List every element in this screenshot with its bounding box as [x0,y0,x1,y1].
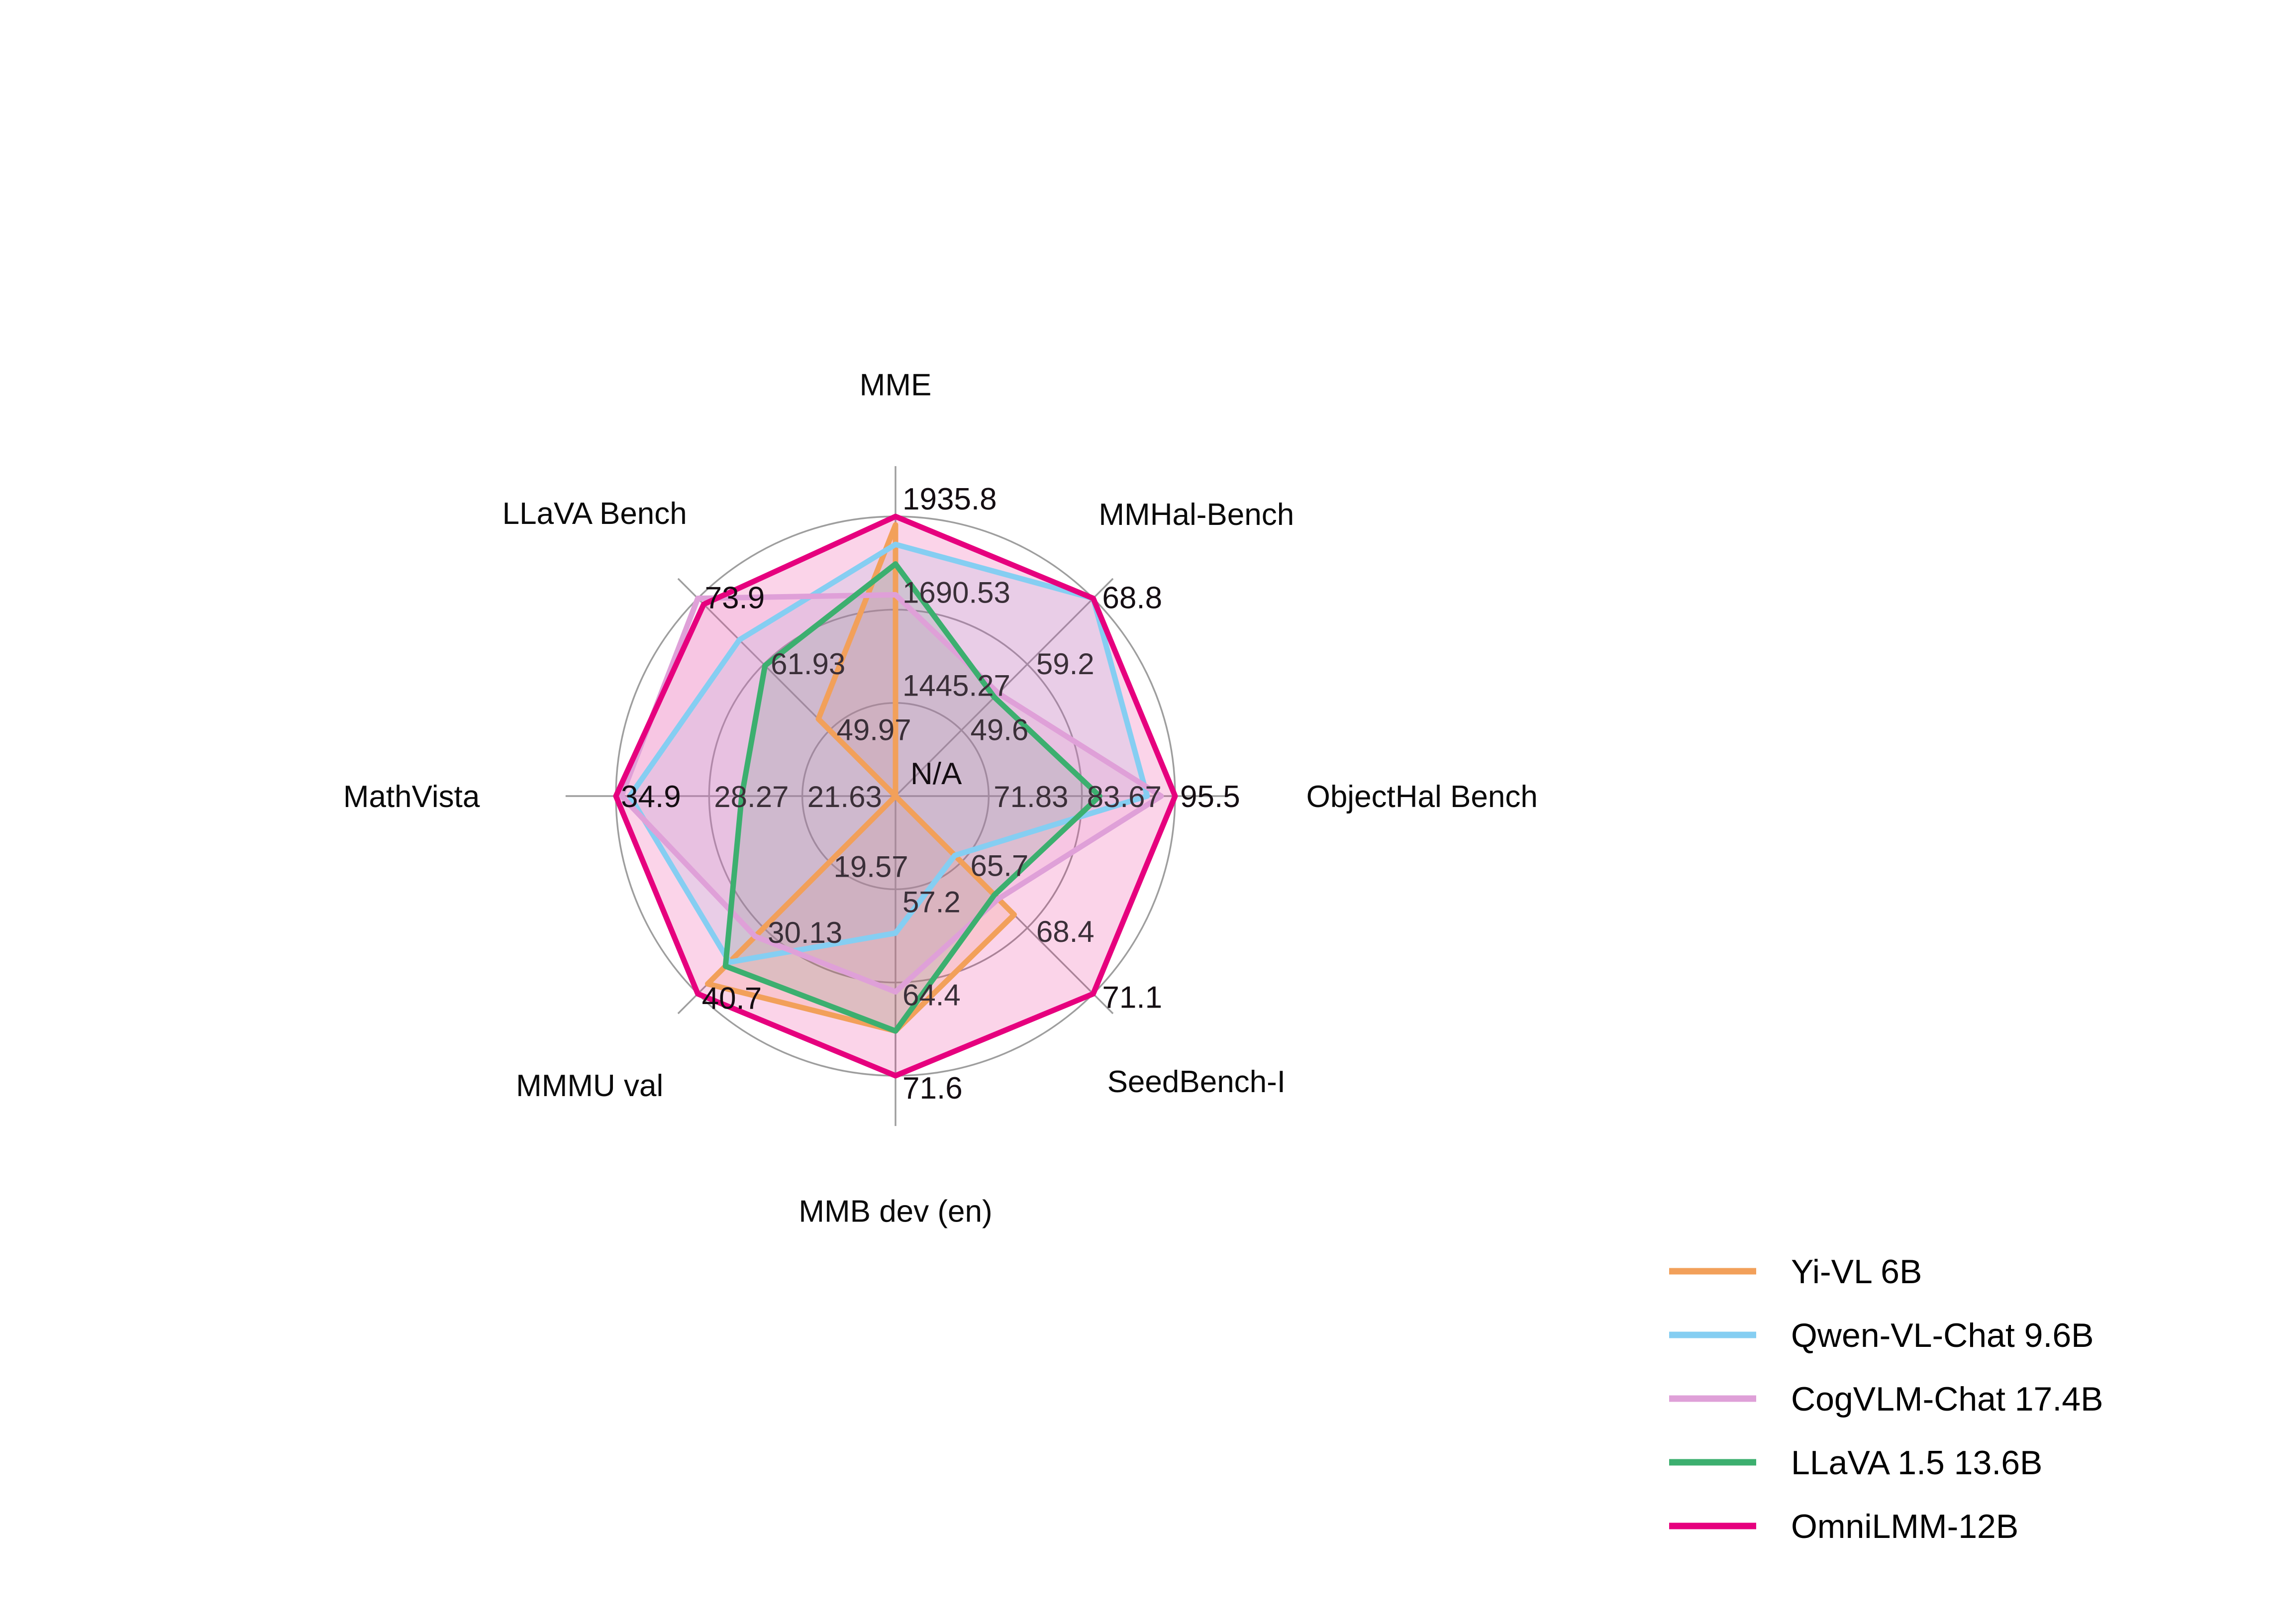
legend-item-yi-vl-6b[interactable]: Yi-VL 6B [1669,1253,1922,1291]
tick-label-mme-0: 1445.27 [902,669,1010,703]
axis-label-mme: MME [860,368,932,402]
tick-label-llava-bench-0: 49.97 [837,713,911,747]
axis-label-mmhal-bench: MMHal-Bench [1098,498,1294,532]
series-fill-llava-1.5-13.6b [725,564,1100,1031]
series-line-qwen-vl-chat-9.6b[interactable] [627,541,1150,965]
spoke-mmhal-bench [895,578,1114,797]
series-line-yi-vl-6b[interactable] [705,522,1017,1034]
tick-label-mmmu-val-2: 40.7 [702,981,762,1015]
tick-label-mme-2: 1935.8 [902,482,997,516]
tick-label-objecthal-bench-2: 95.5 [1180,780,1240,814]
tick-label-mmhal-bench-0: 49.6 [971,713,1029,747]
series-fill-qwen-vl-chat-9.6b [630,544,1147,962]
chart-legend[interactable]: Yi-VL 6B Qwen-VL-Chat 9.6B CogVLM-Chat 17.… [1669,1253,2103,1545]
legend-item-qwen-vl-chat-9.6b[interactable]: Qwen-VL-Chat 9.6B [1669,1317,2094,1354]
legend-label-yi-vl-6b: Yi-VL 6B [1791,1253,1922,1291]
axis-label-mmmu-val: MMMU val [516,1069,663,1103]
tick-label-mmb-dev-en--1: 64.4 [902,979,961,1012]
tick-label-llava-bench-2: 73.9 [705,581,765,615]
tick-label-mmmu-val-0: 19.57 [834,850,908,884]
radar-tick-labels: 1445.27 1690.53 1935.8 49.659.268.8 71.83 83.… [621,482,1240,1106]
tick-label-mmb-dev-en--2: 71.6 [902,1071,963,1106]
tick-label-mathvista-0: 21.63 [807,780,882,813]
axis-label-llava-bench: LLaVA Bench [502,497,687,531]
axis-label-objecthal-bench: ObjectHal Bench [1306,780,1538,814]
series-fill-yi-vl-6b [707,524,1014,1031]
tick-label-mmhal-bench-2: 68.8 [1102,581,1162,615]
tick-label-objecthal-bench-0: 71.83 [994,780,1068,813]
legend-label-omnilmm-12b: OmniLMM-12B [1791,1508,2018,1545]
tick-label-mathvista-1: 28.27 [714,780,789,813]
tick-label-seedbench-i-0: 65.7 [971,849,1029,883]
tick-label-mmmu-val-1: 30.13 [768,916,842,949]
tick-label-objecthal-bench-1: 83.67 [1087,780,1162,813]
legend-label-llava-1.5-13.6b: LLaVA 1.5 13.6B [1791,1444,2042,1482]
legend-item-llava-1.5-13.6b[interactable]: LLaVA 1.5 13.6B [1669,1444,2042,1482]
series-line-llava-1.5-13.6b[interactable] [722,561,1102,1034]
tick-label-llava-bench-1: 61.93 [771,647,845,681]
legend-label-qwen-vl-chat-9.6b: Qwen-VL-Chat 9.6B [1791,1317,2094,1354]
tick-label-seedbench-i-2: 71.1 [1102,980,1162,1015]
axis-label-mathvista: MathVista [343,780,480,814]
radar-axis-labels: MME MMHal-Bench ObjectHal Bench SeedBench-I… [343,368,1538,1228]
legend-label-cogvlm-chat-17.4b: CogVLM-Chat 17.4B [1791,1380,2103,1418]
tick-label-mathvista-2: 34.9 [621,780,681,814]
legend-item-omnilmm-12b[interactable]: OmniLMM-12B [1669,1508,2018,1545]
tick-label-mme-1: 1690.53 [902,576,1010,609]
legend-item-cogvlm-chat-17.4b[interactable]: CogVLM-Chat 17.4B [1669,1380,2103,1418]
axis-label-seedbench-i: SeedBench-I [1107,1065,1286,1099]
tick-label-seedbench-i-1: 68.4 [1036,915,1095,948]
axis-label-mmb-dev-en-: MMB dev (en) [798,1195,992,1229]
radar-series [613,513,1178,1079]
center-na-label: N/A [910,757,962,791]
series-line-cogvlm-chat-17.4b[interactable] [618,592,1164,995]
series-line-omnilmm-12b[interactable] [613,513,1178,1079]
tick-label-mmb-dev-en--0: 57.2 [902,885,961,918]
tick-label-mmhal-bench-1: 59.2 [1036,647,1095,681]
